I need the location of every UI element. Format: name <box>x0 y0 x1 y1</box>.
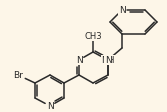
Text: CH3: CH3 <box>84 31 102 41</box>
Text: N: N <box>105 56 111 65</box>
Text: NH: NH <box>101 56 115 65</box>
Text: N: N <box>47 101 53 111</box>
Text: N: N <box>76 56 82 65</box>
Text: Br: Br <box>13 70 23 80</box>
Text: N: N <box>119 5 125 14</box>
